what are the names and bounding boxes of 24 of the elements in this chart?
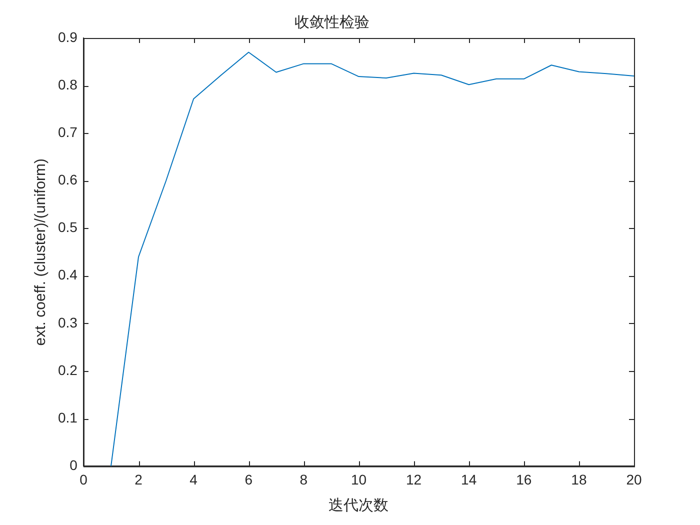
y-tick-label: 0: [70, 457, 78, 474]
x-tick-label: 14: [461, 471, 477, 488]
y-tick-label: 0.8: [58, 76, 78, 92]
chart-title: 收敛性检验: [294, 14, 370, 32]
y-tick-label: 0.7: [58, 124, 78, 140]
y-tick-label: 0.5: [58, 219, 78, 236]
x-tick-label: 16: [516, 471, 532, 488]
y-tick-label: 0.2: [58, 362, 78, 378]
x-tick-label: 0: [80, 471, 88, 488]
y-tick-label: 0.3: [58, 314, 78, 330]
y-tick-label: 0.6: [58, 172, 78, 188]
y-axis-title: ext. coeff. (cluster)/(uniform): [32, 158, 50, 346]
x-tick-label: 12: [406, 471, 422, 488]
y-tick-label: 0.4: [58, 266, 78, 283]
x-axis-title: 迭代次数: [328, 497, 389, 514]
x-tick-label: 18: [571, 471, 587, 488]
x-tick-label: 6: [244, 471, 253, 488]
y-tick-label: 0.1: [58, 409, 78, 426]
x-tick-label: 4: [190, 471, 198, 488]
x-tick-label: 10: [350, 471, 367, 488]
x-tick-label: 8: [300, 471, 308, 488]
x-tick-label: 2: [134, 471, 143, 488]
y-tick-label: 0.9: [58, 28, 78, 45]
x-tick-label: 20: [626, 471, 642, 488]
